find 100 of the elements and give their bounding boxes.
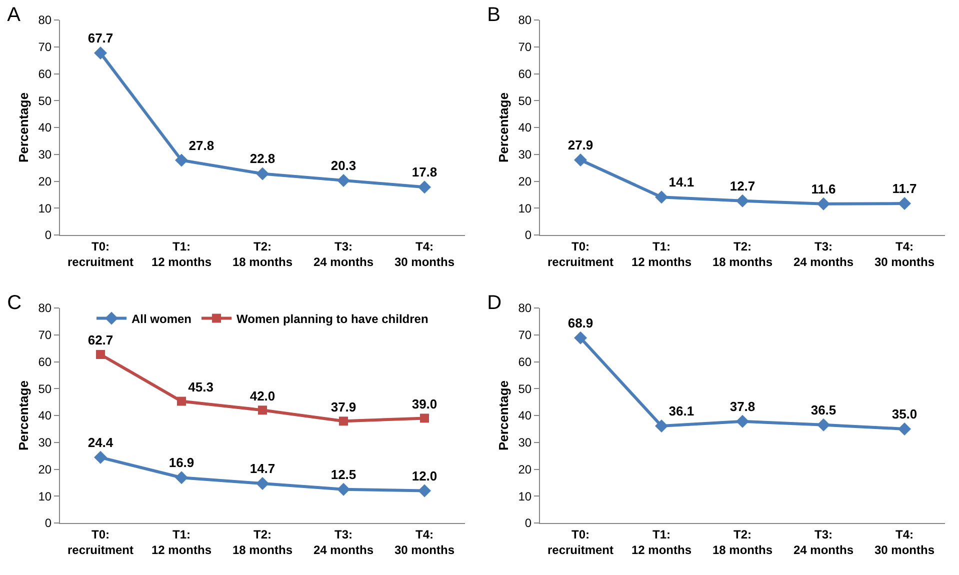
data-label: 62.7 (88, 332, 114, 348)
x-tick-label: T3: 24 months (313, 527, 374, 557)
x-tick-label: T4: 30 months (874, 527, 935, 557)
y-tick-label: 10 (518, 489, 532, 504)
point (655, 419, 668, 432)
y-tick-label: 40 (518, 408, 532, 423)
y-tick-label: 80 (518, 301, 532, 316)
y-axis-title: Percentage (496, 380, 512, 451)
point (736, 414, 749, 428)
data-label: 12.0 (412, 468, 438, 484)
y-axis-title: Percentage (16, 92, 32, 163)
point (337, 482, 350, 496)
y-tick-label: 20 (38, 462, 52, 476)
point (574, 154, 587, 167)
x-tick-label: T0: recruitment (547, 527, 614, 557)
point (96, 350, 105, 359)
point (177, 396, 186, 406)
x-tick-label: T4: 30 months (874, 239, 935, 269)
y-tick-label: 80 (38, 301, 52, 316)
chart-title: A (7, 4, 22, 26)
data-label: 37.9 (330, 399, 356, 414)
x-tick-label: T1: 12 months (151, 527, 212, 557)
data-label: 14.1 (668, 174, 694, 190)
x-tick-label: T0: recruitment (67, 527, 134, 557)
point (817, 418, 830, 432)
data-label: 35.0 (892, 406, 918, 422)
point (898, 422, 911, 436)
point (258, 406, 267, 415)
data-label: 45.3 (188, 379, 214, 394)
x-tick-label: T4: 30 months (394, 239, 455, 269)
y-tick-label: 40 (38, 408, 52, 423)
data-label: 22.8 (250, 151, 276, 166)
point (418, 180, 431, 194)
chart-title: D (487, 292, 502, 314)
x-tick-label: T2: 18 months (712, 239, 773, 269)
point (736, 194, 749, 208)
y-tick-label: 20 (38, 174, 52, 188)
y-tick-label: 40 (38, 120, 52, 135)
point (655, 190, 668, 204)
y-tick-label: 70 (38, 328, 52, 342)
y-tick-label: 70 (518, 40, 532, 54)
x-tick-label: T2: 18 months (232, 527, 293, 557)
data-label: 20.3 (330, 158, 356, 173)
x-tick-label: T1: 12 months (631, 239, 692, 269)
y-tick-label: 20 (518, 462, 532, 476)
y-tick-label: 30 (38, 148, 52, 162)
y-tick-label: 10 (38, 489, 52, 504)
y-tick-label: 50 (38, 382, 52, 396)
data-label: 68.9 (568, 315, 594, 330)
data-label: 11.6 (811, 181, 836, 196)
legend-label: All women (132, 312, 192, 326)
x-tick-label: T3: 24 months (793, 527, 854, 557)
data-label: 17.8 (412, 164, 438, 180)
data-label: 37.8 (730, 398, 756, 414)
x-tick-label: T3: 24 months (793, 239, 854, 269)
y-axis-title: Percentage (496, 92, 512, 163)
point (339, 416, 348, 426)
x-tick-label: T0: recruitment (547, 239, 614, 269)
legend-label: Women planning to have children (236, 312, 428, 326)
y-tick-label: 50 (518, 94, 532, 108)
y-tick-label: 60 (518, 66, 532, 81)
y-tick-label: 0 (44, 228, 52, 242)
data-label: 11.7 (892, 181, 917, 196)
point (418, 484, 431, 498)
point (94, 46, 107, 60)
point (175, 471, 188, 484)
data-label: 12.7 (730, 178, 756, 194)
point (256, 476, 269, 490)
x-tick-label: T1: 12 months (631, 527, 692, 557)
x-tick-label: T0: recruitment (67, 239, 134, 269)
y-tick-label: 0 (44, 516, 52, 530)
y-tick-label: 0 (524, 228, 532, 242)
point (898, 197, 911, 210)
x-tick-label: T4: 30 months (394, 527, 455, 557)
y-tick-label: 60 (38, 66, 52, 81)
point (175, 154, 188, 167)
data-label: 36.1 (668, 403, 694, 418)
y-tick-label: 80 (38, 13, 52, 28)
chart-title: B (487, 4, 501, 26)
y-tick-label: 30 (38, 436, 52, 450)
y-axis-title: Percentage (16, 380, 32, 451)
data-label: 24.4 (88, 434, 114, 450)
y-tick-label: 60 (38, 354, 52, 369)
point (817, 197, 830, 210)
y-tick-label: 20 (518, 174, 532, 188)
chart-title: C (7, 292, 22, 314)
x-tick-label: T3: 24 months (313, 239, 374, 269)
y-tick-label: 60 (518, 354, 532, 369)
y-tick-label: 70 (518, 328, 532, 342)
point (420, 414, 429, 423)
y-tick-label: 50 (518, 382, 532, 396)
y-tick-label: 80 (518, 13, 532, 28)
y-tick-label: 70 (38, 40, 52, 54)
point (337, 174, 350, 187)
data-label: 14.7 (250, 460, 276, 476)
y-tick-label: 50 (38, 94, 52, 108)
y-tick-label: 40 (518, 120, 532, 135)
point (94, 450, 107, 464)
data-label: 27.8 (188, 138, 214, 153)
x-tick-label: T2: 18 months (232, 239, 293, 269)
